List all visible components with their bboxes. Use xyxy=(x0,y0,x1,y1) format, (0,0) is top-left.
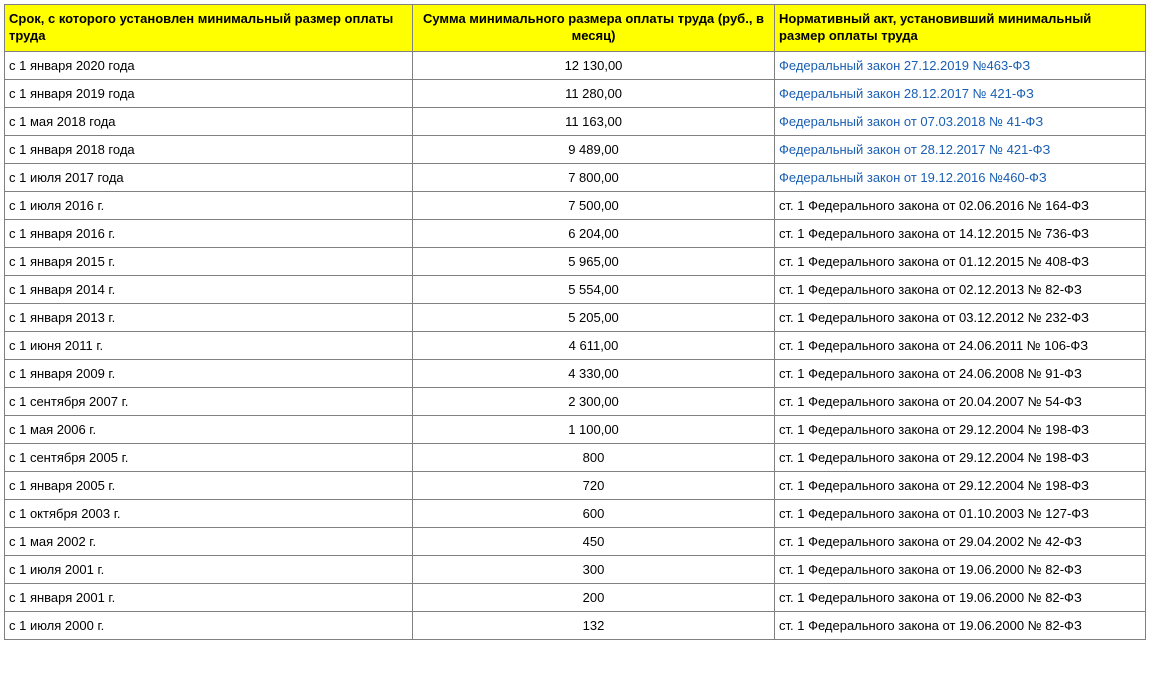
cell-law: ст. 1 Федерального закона от 19.06.2000 … xyxy=(775,611,1146,639)
cell-law: Федеральный закон 28.12.2017 № 421-ФЗ xyxy=(775,79,1146,107)
column-header-date: Срок, с которого установлен минимальный … xyxy=(5,5,413,52)
cell-date: с 1 октября 2003 г. xyxy=(5,499,413,527)
law-link[interactable]: Федеральный закон от 19.12.2016 №460-ФЗ xyxy=(779,170,1047,185)
column-header-law: Нормативный акт, установивший минимальны… xyxy=(775,5,1146,52)
cell-amount: 12 130,00 xyxy=(413,51,775,79)
cell-law: Федеральный закон 27.12.2019 №463-ФЗ xyxy=(775,51,1146,79)
cell-amount: 4 611,00 xyxy=(413,331,775,359)
table-row: с 1 января 2020 года12 130,00 Федеральный… xyxy=(5,51,1146,79)
cell-amount: 600 xyxy=(413,499,775,527)
cell-law: ст. 1 Федерального закона от 29.04.2002 … xyxy=(775,527,1146,555)
column-header-amount: Сумма минимального размера оплаты труда … xyxy=(413,5,775,52)
table-row: с 1 мая 2018 года11 163,00 Федеральный за… xyxy=(5,107,1146,135)
cell-amount: 5 554,00 xyxy=(413,275,775,303)
cell-amount: 9 489,00 xyxy=(413,135,775,163)
table-row: с 1 октября 2003 г.600ст. 1 Федерального… xyxy=(5,499,1146,527)
table-row: с 1 июня 2011 г.4 611,00ст. 1 Федерально… xyxy=(5,331,1146,359)
cell-amount: 800 xyxy=(413,443,775,471)
cell-law: ст. 1 Федерального закона от 14.12.2015 … xyxy=(775,219,1146,247)
cell-date: с 1 июля 2017 года xyxy=(5,163,413,191)
cell-date: с 1 января 2018 года xyxy=(5,135,413,163)
cell-amount: 300 xyxy=(413,555,775,583)
table-row: с 1 января 2019 года11 280,00 Федеральный… xyxy=(5,79,1146,107)
table-row: с 1 января 2013 г.5 205,00ст. 1 Федераль… xyxy=(5,303,1146,331)
table-row: с 1 января 2014 г.5 554,00ст. 1 Федераль… xyxy=(5,275,1146,303)
cell-amount: 450 xyxy=(413,527,775,555)
cell-law: ст. 1 Федерального закона от 24.06.2008 … xyxy=(775,359,1146,387)
cell-amount: 7 500,00 xyxy=(413,191,775,219)
cell-law: Федеральный закон от 19.12.2016 №460-ФЗ xyxy=(775,163,1146,191)
table-row: с 1 сентября 2005 г.800ст. 1 Федеральног… xyxy=(5,443,1146,471)
table-row: с 1 мая 2006 г.1 100,00ст. 1 Федеральног… xyxy=(5,415,1146,443)
cell-amount: 132 xyxy=(413,611,775,639)
cell-date: с 1 июня 2011 г. xyxy=(5,331,413,359)
law-link[interactable]: Федеральный закон от 07.03.2018 № 41-ФЗ xyxy=(779,114,1043,129)
minimum-wage-table: Срок, с которого установлен минимальный … xyxy=(4,4,1146,640)
cell-date: с 1 июля 2000 г. xyxy=(5,611,413,639)
table-row: с 1 мая 2002 г.450ст. 1 Федерального зак… xyxy=(5,527,1146,555)
law-link[interactable]: Федеральный закон 28.12.2017 № 421-ФЗ xyxy=(779,86,1034,101)
cell-law: ст. 1 Федерального закона от 01.12.2015 … xyxy=(775,247,1146,275)
cell-law: ст. 1 Федерального закона от 20.04.2007 … xyxy=(775,387,1146,415)
cell-date: с 1 января 2020 года xyxy=(5,51,413,79)
cell-law: ст. 1 Федерального закона от 29.12.2004 … xyxy=(775,471,1146,499)
cell-date: с 1 сентября 2005 г. xyxy=(5,443,413,471)
cell-amount: 720 xyxy=(413,471,775,499)
cell-amount: 5 965,00 xyxy=(413,247,775,275)
cell-amount: 5 205,00 xyxy=(413,303,775,331)
table-row: с 1 июля 2000 г.132ст. 1 Федерального за… xyxy=(5,611,1146,639)
cell-date: с 1 января 2016 г. xyxy=(5,219,413,247)
cell-amount: 6 204,00 xyxy=(413,219,775,247)
cell-amount: 4 330,00 xyxy=(413,359,775,387)
cell-date: с 1 января 2015 г. xyxy=(5,247,413,275)
law-link[interactable]: Федеральный закон 27.12.2019 №463-ФЗ xyxy=(779,58,1030,73)
table-row: с 1 января 2018 года9 489,00 Федеральный … xyxy=(5,135,1146,163)
table-header-row: Срок, с которого установлен минимальный … xyxy=(5,5,1146,52)
cell-date: с 1 января 2014 г. xyxy=(5,275,413,303)
table-row: с 1 июля 2017 года7 800,00 Федеральный з… xyxy=(5,163,1146,191)
cell-amount: 11 163,00 xyxy=(413,107,775,135)
cell-law: ст. 1 Федерального закона от 02.12.2013 … xyxy=(775,275,1146,303)
cell-amount: 2 300,00 xyxy=(413,387,775,415)
cell-law: Федеральный закон от 28.12.2017 № 421-ФЗ xyxy=(775,135,1146,163)
cell-law: Федеральный закон от 07.03.2018 № 41-ФЗ xyxy=(775,107,1146,135)
cell-date: с 1 мая 2006 г. xyxy=(5,415,413,443)
cell-date: с 1 сентября 2007 г. xyxy=(5,387,413,415)
cell-date: с 1 июля 2001 г. xyxy=(5,555,413,583)
table-row: с 1 июля 2016 г.7 500,00ст. 1 Федерально… xyxy=(5,191,1146,219)
table-row: с 1 января 2016 г.6 204,00ст. 1 Федераль… xyxy=(5,219,1146,247)
cell-date: с 1 января 2005 г. xyxy=(5,471,413,499)
cell-law: ст. 1 Федерального закона от 29.12.2004 … xyxy=(775,443,1146,471)
cell-amount: 7 800,00 xyxy=(413,163,775,191)
cell-amount: 1 100,00 xyxy=(413,415,775,443)
cell-date: с 1 мая 2002 г. xyxy=(5,527,413,555)
table-row: с 1 января 2009 г.4 330,00ст. 1 Федераль… xyxy=(5,359,1146,387)
cell-law: ст. 1 Федерального закона от 29.12.2004 … xyxy=(775,415,1146,443)
cell-amount: 200 xyxy=(413,583,775,611)
cell-amount: 11 280,00 xyxy=(413,79,775,107)
cell-law: ст. 1 Федерального закона от 19.06.2000 … xyxy=(775,583,1146,611)
cell-law: ст. 1 Федерального закона от 01.10.2003 … xyxy=(775,499,1146,527)
cell-law: ст. 1 Федерального закона от 02.06.2016 … xyxy=(775,191,1146,219)
law-link[interactable]: Федеральный закон от 28.12.2017 № 421-ФЗ xyxy=(779,142,1050,157)
table-row: с 1 сентября 2007 г.2 300,00ст. 1 Федера… xyxy=(5,387,1146,415)
cell-date: с 1 мая 2018 года xyxy=(5,107,413,135)
cell-date: с 1 июля 2016 г. xyxy=(5,191,413,219)
table-row: с 1 января 2005 г.720ст. 1 Федерального … xyxy=(5,471,1146,499)
cell-law: ст. 1 Федерального закона от 19.06.2000 … xyxy=(775,555,1146,583)
cell-date: с 1 января 2009 г. xyxy=(5,359,413,387)
cell-law: ст. 1 Федерального закона от 24.06.2011 … xyxy=(775,331,1146,359)
table-row: с 1 января 2001 г.200ст. 1 Федерального … xyxy=(5,583,1146,611)
cell-date: с 1 января 2013 г. xyxy=(5,303,413,331)
table-row: с 1 января 2015 г.5 965,00ст. 1 Федераль… xyxy=(5,247,1146,275)
cell-date: с 1 января 2019 года xyxy=(5,79,413,107)
table-row: с 1 июля 2001 г.300ст. 1 Федерального за… xyxy=(5,555,1146,583)
cell-date: с 1 января 2001 г. xyxy=(5,583,413,611)
cell-law: ст. 1 Федерального закона от 03.12.2012 … xyxy=(775,303,1146,331)
